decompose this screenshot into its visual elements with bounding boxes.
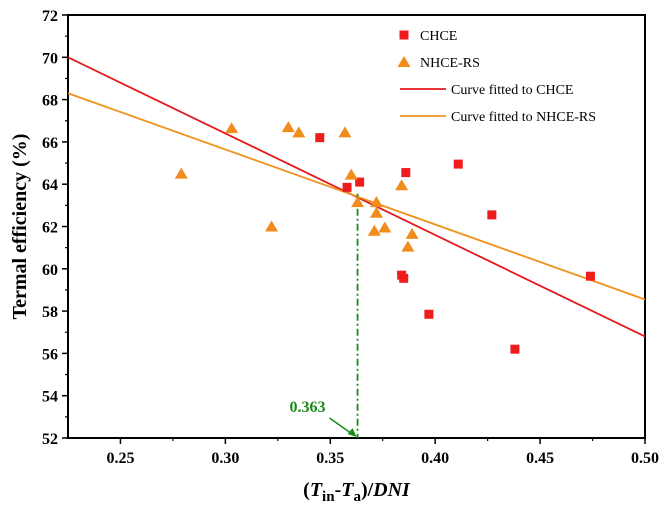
y-tick-label: 62 bbox=[42, 220, 58, 237]
plot-area bbox=[67, 14, 646, 439]
y-tick-label: 68 bbox=[42, 93, 58, 110]
nhce-rs-point bbox=[292, 126, 306, 138]
legend-label: Curve fitted to CHCE bbox=[451, 83, 574, 98]
nhce-rs-point bbox=[369, 196, 383, 208]
y-tick-label: 52 bbox=[42, 431, 58, 448]
x-tick-label: 0.35 bbox=[316, 450, 344, 467]
x-axis-title-t1: T bbox=[310, 479, 323, 501]
chce-point bbox=[453, 159, 463, 169]
annotation-arrowhead bbox=[347, 428, 357, 437]
y-tick-label: 56 bbox=[42, 346, 58, 363]
x-tick-label: 0.25 bbox=[106, 450, 134, 467]
x-tick-label: 0.50 bbox=[631, 450, 659, 467]
y-tick-label: 72 bbox=[42, 8, 58, 25]
plot-frame bbox=[67, 14, 646, 439]
chce-point bbox=[355, 177, 365, 187]
nhce-rs-point bbox=[405, 227, 419, 239]
chce-point bbox=[487, 210, 497, 220]
x-axis-title-open: ( bbox=[303, 479, 310, 501]
y-tick-label: 58 bbox=[42, 304, 58, 321]
data-markers bbox=[174, 121, 595, 354]
y-tick-label: 64 bbox=[42, 177, 58, 194]
legend-label: CHCE bbox=[420, 29, 457, 44]
nhce-rs-point bbox=[367, 224, 381, 236]
chce-point bbox=[585, 271, 595, 281]
x-tick-label: 0.40 bbox=[421, 450, 449, 467]
x-axis-title-dni: DNI bbox=[372, 479, 411, 501]
chce-point bbox=[510, 344, 520, 354]
x-axis-title-t2: T bbox=[341, 479, 354, 501]
chce-point bbox=[401, 168, 411, 178]
x-axis-title: (Tin-Ta)/DNI bbox=[303, 479, 411, 505]
chce-point bbox=[315, 133, 325, 143]
fit-line-nhce-rs bbox=[68, 92, 645, 301]
x-axis-title-sub-in: in bbox=[322, 489, 335, 505]
nhce-rs-point bbox=[401, 240, 415, 252]
y-axis-title: Termal efficiency (%) bbox=[9, 134, 31, 320]
legend-marker-nhce-rs bbox=[397, 56, 411, 67]
legend-label: NHCE-RS bbox=[420, 56, 480, 71]
y-tick-label: 70 bbox=[42, 50, 58, 67]
annotation-guides: 0.363 bbox=[290, 193, 359, 438]
nhce-rs-point bbox=[338, 126, 352, 138]
x-axis-ticks: 0.25 0.30 0.35 0.40 0.45 0.50 bbox=[106, 438, 659, 467]
nhce-rs-point bbox=[395, 179, 409, 191]
chce-point bbox=[424, 309, 434, 319]
legend-marker-chce bbox=[399, 30, 409, 40]
y-axis-ticks: 52 54 56 58 60 62 64 66 68 70 72 bbox=[42, 8, 68, 448]
y-tick-label: 66 bbox=[42, 135, 58, 152]
y-tick-label: 54 bbox=[42, 389, 58, 406]
annotation-label: 0.363 bbox=[290, 399, 326, 416]
nhce-rs-point bbox=[265, 220, 279, 232]
nhce-rs-point bbox=[351, 196, 365, 208]
chce-point bbox=[342, 182, 352, 192]
x-tick-label: 0.45 bbox=[526, 450, 554, 467]
nhce-rs-point bbox=[174, 167, 188, 179]
legend-label: Curve fitted to NHCE-RS bbox=[451, 110, 596, 125]
chce-point bbox=[399, 273, 409, 283]
x-axis-title-sub-a: a bbox=[353, 489, 361, 505]
legend: CHCE NHCE-RS Curve fitted to CHCE Curve fit… bbox=[397, 29, 596, 125]
fit-lines bbox=[68, 56, 645, 338]
nhce-rs-point bbox=[369, 206, 383, 218]
x-axis-title-close: )/ bbox=[361, 479, 374, 501]
nhce-rs-point bbox=[225, 122, 239, 134]
nhce-rs-point bbox=[281, 121, 295, 133]
x-tick-label: 0.30 bbox=[211, 450, 239, 467]
nhce-rs-point bbox=[378, 221, 392, 233]
y-tick-label: 60 bbox=[42, 262, 58, 279]
nhce-rs-point bbox=[344, 168, 358, 180]
x-axis-title-dash: - bbox=[335, 479, 342, 501]
